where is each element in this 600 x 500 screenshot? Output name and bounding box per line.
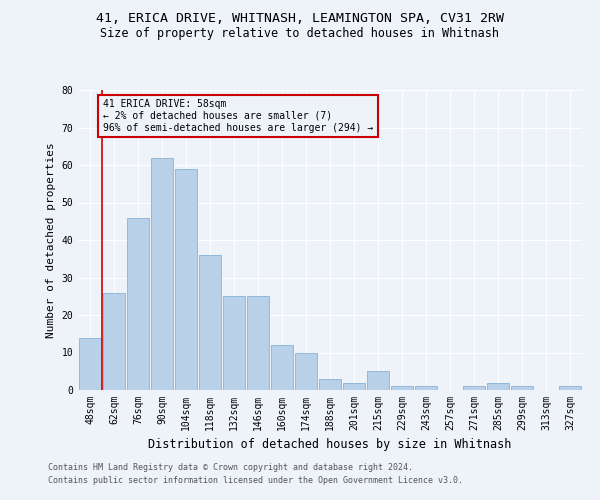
Text: 41 ERICA DRIVE: 58sqm
← 2% of detached houses are smaller (7)
96% of semi-detach: 41 ERICA DRIVE: 58sqm ← 2% of detached h… xyxy=(103,100,373,132)
Bar xyxy=(223,296,245,390)
Bar xyxy=(415,386,437,390)
Bar xyxy=(175,169,197,390)
Bar xyxy=(151,158,173,390)
Bar xyxy=(343,382,365,390)
Bar xyxy=(463,386,485,390)
Bar xyxy=(391,386,413,390)
Bar xyxy=(367,371,389,390)
Y-axis label: Number of detached properties: Number of detached properties xyxy=(46,142,56,338)
Bar xyxy=(199,255,221,390)
Bar xyxy=(247,296,269,390)
Bar xyxy=(79,338,101,390)
Text: Contains HM Land Registry data © Crown copyright and database right 2024.: Contains HM Land Registry data © Crown c… xyxy=(48,464,413,472)
Bar xyxy=(295,352,317,390)
Bar xyxy=(487,382,509,390)
Text: 41, ERICA DRIVE, WHITNASH, LEAMINGTON SPA, CV31 2RW: 41, ERICA DRIVE, WHITNASH, LEAMINGTON SP… xyxy=(96,12,504,26)
X-axis label: Distribution of detached houses by size in Whitnash: Distribution of detached houses by size … xyxy=(148,438,512,452)
Bar xyxy=(127,218,149,390)
Bar xyxy=(271,345,293,390)
Text: Contains public sector information licensed under the Open Government Licence v3: Contains public sector information licen… xyxy=(48,476,463,485)
Bar xyxy=(319,379,341,390)
Bar xyxy=(511,386,533,390)
Bar xyxy=(559,386,581,390)
Text: Size of property relative to detached houses in Whitnash: Size of property relative to detached ho… xyxy=(101,28,499,40)
Bar xyxy=(103,292,125,390)
